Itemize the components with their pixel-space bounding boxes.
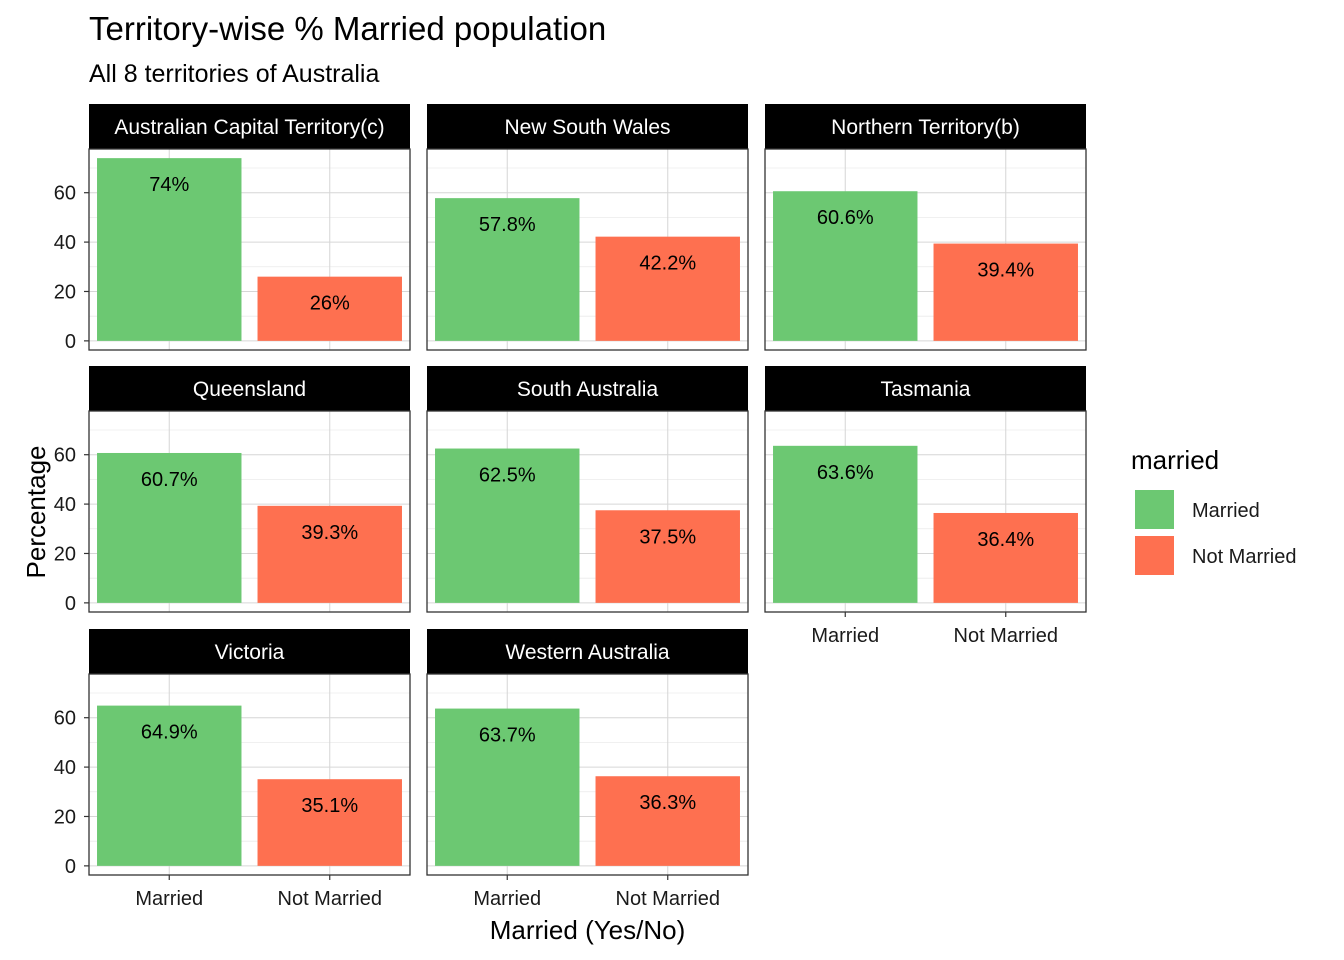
facet-strip-label: South Australia xyxy=(517,378,659,401)
y-tick-label: 20 xyxy=(54,281,76,303)
facet-strip-label: Tasmania xyxy=(881,378,971,401)
bar-value-label: 35.1% xyxy=(301,795,358,817)
y-tick-label: 40 xyxy=(54,494,76,516)
bar-married xyxy=(97,452,242,603)
x-tick-label: Married xyxy=(135,888,203,910)
bar-not-married xyxy=(257,779,402,866)
bar-not-married xyxy=(933,512,1078,603)
y-tick-label: 0 xyxy=(65,593,76,615)
chart-subtitle: All 8 territories of Australia xyxy=(89,60,379,88)
bar-value-label: 39.4% xyxy=(977,260,1034,282)
facet-strip xyxy=(427,629,748,674)
panel-queensland: Queensland 60.7% 39.3% 0 20 40 60 xyxy=(54,366,411,615)
legend-label: Not Married xyxy=(1192,546,1296,568)
legend-swatch xyxy=(1135,536,1174,575)
bar-value-label: 42.2% xyxy=(639,253,696,275)
x-axis-title: Married (Yes/No) xyxy=(490,915,686,945)
panel-border xyxy=(764,148,1087,351)
facet-strip-label: Queensland xyxy=(193,378,306,401)
legend-item-married: Married xyxy=(1135,490,1260,529)
legend-label: Married xyxy=(1192,500,1260,522)
bar-value-label: 26% xyxy=(310,293,350,315)
facet-strip xyxy=(765,366,1086,411)
facet-strip xyxy=(89,366,410,411)
legend-title: married xyxy=(1131,445,1219,475)
facet-panels: Australian Capital Territory(c) 74% 26% 0 20… xyxy=(54,104,1087,910)
y-tick-label: 0 xyxy=(65,856,76,878)
x-tick-label: Not Married xyxy=(616,888,720,910)
bar-not-married xyxy=(595,510,740,603)
facet-strip xyxy=(427,104,748,149)
y-tick-label: 40 xyxy=(54,232,76,254)
bar-married xyxy=(773,445,918,603)
panel-northern-territory-b: Northern Territory(b) 60.6% 39.4% xyxy=(764,104,1087,351)
x-tick-label: Not Married xyxy=(954,625,1058,647)
bar-not-married xyxy=(595,776,740,866)
facet-strip-label: Western Australia xyxy=(505,641,670,664)
bar-value-label: 60.6% xyxy=(817,207,874,229)
y-tick-label: 60 xyxy=(54,445,76,467)
y-tick-label: 40 xyxy=(54,757,76,779)
bar-value-label: 57.8% xyxy=(479,214,536,236)
y-tick-label: 60 xyxy=(54,183,76,205)
facet-strip-label: Northern Territory(b) xyxy=(831,116,1020,139)
panel-border xyxy=(764,410,1087,613)
y-tick-label: 0 xyxy=(65,331,76,353)
facet-strip xyxy=(89,629,410,674)
legend-item-not-married: Not Married xyxy=(1135,536,1296,575)
chart-title: Territory-wise % Married population xyxy=(89,10,606,47)
bar-value-label: 36.4% xyxy=(977,529,1034,551)
bar-value-label: 36.3% xyxy=(639,792,696,814)
bar-married xyxy=(435,448,580,603)
panel-border xyxy=(426,410,749,613)
y-tick-label: 20 xyxy=(54,806,76,828)
bar-value-label: 62.5% xyxy=(479,465,536,487)
y-tick-label: 20 xyxy=(54,543,76,565)
panel-south-australia: South Australia 62.5% 37.5% xyxy=(426,366,749,613)
facet-strip xyxy=(765,104,1086,149)
facet-strip-label: Australian Capital Territory(c) xyxy=(114,116,384,139)
facet-strip xyxy=(89,104,410,149)
y-tick-label: 60 xyxy=(54,708,76,730)
bar-married xyxy=(773,191,918,341)
bar-value-label: 39.3% xyxy=(301,522,358,544)
legend: married Married Not Married xyxy=(1131,445,1296,575)
panel-border xyxy=(88,148,411,351)
facet-strip xyxy=(427,366,748,411)
bar-value-label: 63.7% xyxy=(479,725,536,747)
bar-not-married xyxy=(257,276,402,341)
bar-married xyxy=(97,158,242,341)
facet-strip-label: New South Wales xyxy=(504,116,670,139)
panel-new-south-wales: New South Wales 57.8% 42.2% xyxy=(426,104,749,351)
panel-border xyxy=(88,410,411,613)
y-axis-title: Percentage xyxy=(21,446,51,579)
panel-tasmania: Tasmania 63.6% 36.4% Married Not Married xyxy=(764,366,1087,647)
bar-not-married xyxy=(257,505,402,603)
panel-border xyxy=(426,148,749,351)
x-tick-label: Married xyxy=(473,888,541,910)
panel-australian-capital-territory-c: Australian Capital Territory(c) 74% 26% 0 20… xyxy=(54,104,411,353)
x-tick-label: Married xyxy=(811,625,879,647)
panel-western-australia: Western Australia 63.7% 36.3% Married Not Ma… xyxy=(426,629,749,910)
facet-strip-label: Victoria xyxy=(215,641,285,664)
x-tick-label: Not Married xyxy=(278,888,382,910)
bar-value-label: 60.7% xyxy=(141,469,198,491)
bar-value-label: 74% xyxy=(149,174,189,196)
bar-value-label: 64.9% xyxy=(141,722,198,744)
bar-value-label: 63.6% xyxy=(817,462,874,484)
bar-value-label: 37.5% xyxy=(639,526,696,548)
bar-married xyxy=(435,708,580,866)
panel-victoria: Victoria 64.9% 35.1% 0 20 40 60 Married Not Marr… xyxy=(54,629,411,910)
bar-not-married xyxy=(933,243,1078,341)
legend-swatch xyxy=(1135,490,1174,529)
panel-border xyxy=(88,673,411,876)
bar-married xyxy=(435,198,580,341)
bar-not-married xyxy=(595,236,740,341)
bar-married xyxy=(97,705,242,866)
panel-border xyxy=(426,673,749,876)
